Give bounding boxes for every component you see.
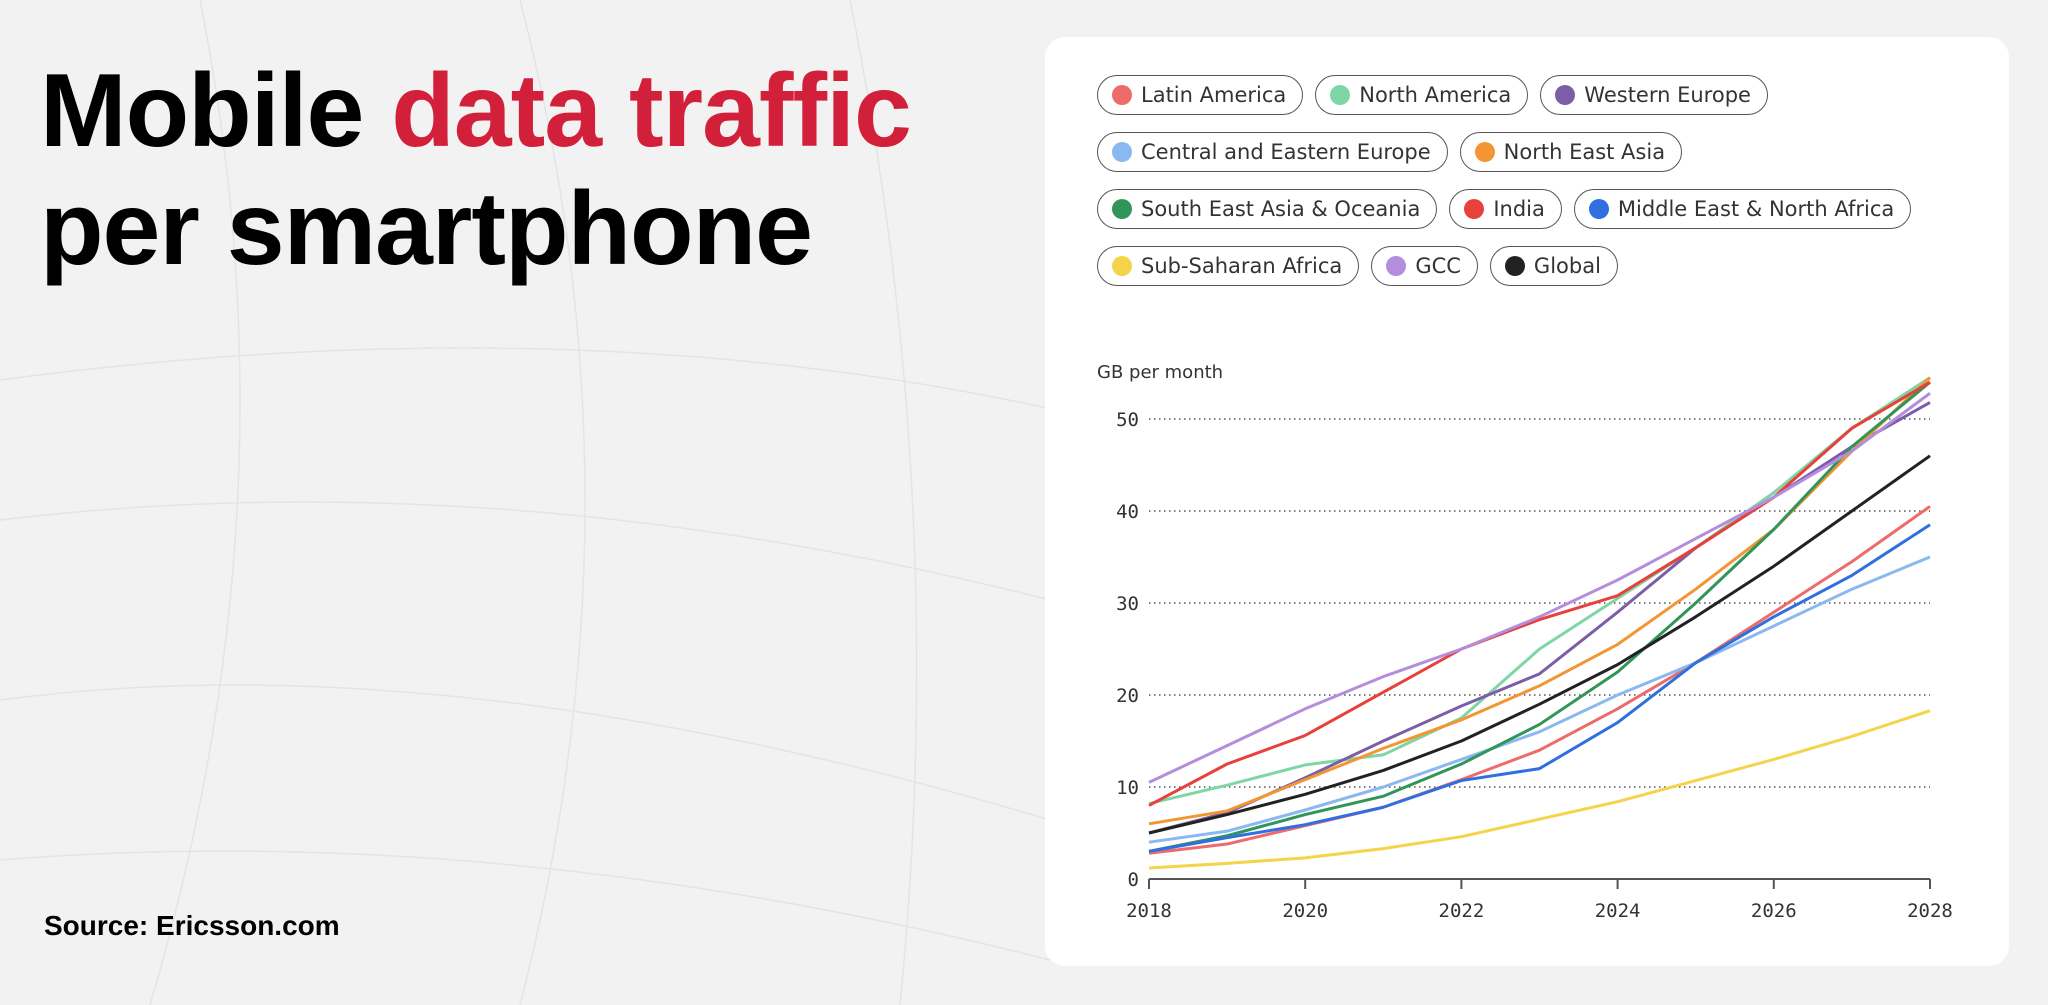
- legend-label: GCC: [1415, 254, 1461, 278]
- page-title: Mobile data traffic per smartphone: [40, 52, 912, 288]
- legend-swatch: [1504, 256, 1525, 276]
- legend-item-north-east-asia[interactable]: North East Asia: [1459, 132, 1683, 172]
- legend-swatch: [1112, 85, 1132, 105]
- legend-swatch: [1474, 142, 1495, 162]
- legend-item-india[interactable]: India: [1449, 189, 1562, 229]
- legend-row: Latin America North America Western Europe: [1097, 75, 1977, 115]
- legend-label: South East Asia & Oceania: [1141, 197, 1421, 221]
- source-note: Source: Ericsson.com: [44, 910, 340, 941]
- x-tick-label: 2020: [1282, 900, 1328, 922]
- legend-item-central-and-eastern-europe[interactable]: Central and Eastern Europe: [1097, 132, 1448, 172]
- legend-item-middle-east-north-africa[interactable]: Middle East & North Africa: [1573, 189, 1912, 229]
- legend-swatch: [1555, 85, 1576, 105]
- legend-swatch: [1112, 199, 1132, 219]
- legend-item-global[interactable]: Global: [1489, 246, 1618, 286]
- series-line-latin-america: [1148, 505, 1931, 855]
- title-part1: Mobile: [40, 53, 392, 169]
- legend-item-western-europe[interactable]: Western Europe: [1540, 75, 1768, 115]
- chart-card: Latin America North America Western Europe…: [1045, 37, 2009, 966]
- legend-label: Global: [1533, 254, 1601, 278]
- series-line-sub-saharan-africa: [1148, 709, 1931, 870]
- legend-row: South East Asia & Oceania India Middle Eas…: [1097, 189, 1977, 229]
- series-line-central-and-eastern-europe: [1148, 555, 1931, 844]
- series-line-north-america: [1148, 376, 1931, 806]
- legend-swatch: [1112, 256, 1132, 276]
- legend-label: Sub-Saharan Africa: [1141, 254, 1343, 278]
- y-tick-label: 30: [1116, 593, 1139, 615]
- y-tick-label: 20: [1116, 685, 1139, 707]
- x-tick-label: 2024: [1595, 900, 1641, 922]
- y-axis-label: GB per month: [1097, 362, 1224, 383]
- legend-label: Middle East & North Africa: [1617, 197, 1895, 221]
- legend-swatch: [1464, 199, 1485, 219]
- legend-item-sub-saharan-africa[interactable]: Sub-Saharan Africa: [1097, 246, 1360, 286]
- legend-item-north-america[interactable]: North America: [1315, 75, 1529, 115]
- legend-row: Central and Eastern Europe North East Asi…: [1097, 132, 1977, 172]
- legend-swatch: [1386, 256, 1407, 276]
- legend-item-gcc[interactable]: GCC: [1371, 246, 1478, 286]
- legend-item-latin-america[interactable]: Latin America: [1097, 75, 1304, 115]
- series-line-global: [1148, 454, 1931, 835]
- series-line-india: [1148, 380, 1931, 807]
- legend-swatch: [1112, 142, 1132, 162]
- x-tick-label: 2026: [1751, 900, 1797, 922]
- x-tick-label: 2022: [1439, 900, 1485, 922]
- legend-item-south-east-asia-oceania[interactable]: South East Asia & Oceania: [1097, 189, 1438, 229]
- title-part2: per smartphone: [40, 171, 813, 287]
- series-line-gcc: [1148, 392, 1931, 784]
- legend-swatch: [1588, 199, 1609, 219]
- y-tick-label: 0: [1128, 869, 1139, 891]
- y-tick-label: 50: [1116, 409, 1139, 431]
- series-line-north-east-asia: [1148, 376, 1932, 826]
- legend-label: Central and Eastern Europe: [1141, 140, 1431, 164]
- series-line-south-east-asia-oceania: [1148, 381, 1931, 853]
- legend-label: North East Asia: [1503, 140, 1666, 164]
- legend-label: North America: [1359, 83, 1512, 107]
- legend-label: Western Europe: [1584, 83, 1751, 107]
- y-tick-label: 10: [1116, 777, 1139, 799]
- series-line-middle-east-north-africa: [1148, 523, 1931, 853]
- y-tick-label: 40: [1116, 501, 1139, 523]
- legend-label: Latin America: [1141, 83, 1287, 107]
- legend-row: Sub-Saharan Africa GCC Global: [1097, 246, 1977, 286]
- legend-swatch: [1330, 85, 1351, 105]
- x-tick-label: 2018: [1126, 900, 1172, 922]
- legend-label: India: [1493, 197, 1545, 221]
- title-accent: data traffic: [391, 53, 912, 169]
- x-tick-label: 2028: [1907, 900, 1953, 922]
- chart-legend: Latin America North America Western Europe…: [1097, 75, 1977, 303]
